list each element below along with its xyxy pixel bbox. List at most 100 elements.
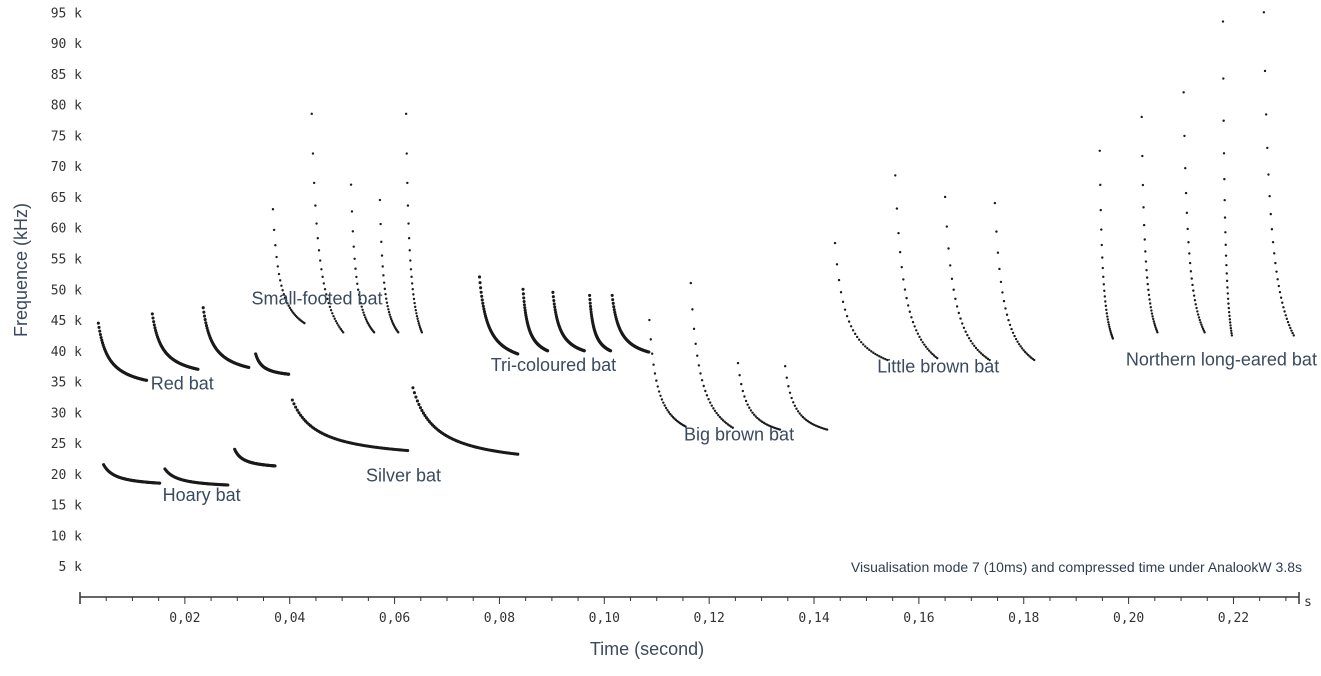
- call-point: [553, 305, 557, 309]
- call-point: [612, 308, 616, 312]
- call-point: [205, 326, 209, 330]
- call-trace: [588, 293, 613, 353]
- call-point: [1203, 331, 1206, 334]
- call-point: [692, 327, 696, 331]
- call-point: [382, 274, 385, 277]
- call-point: [281, 289, 284, 292]
- call-point: [364, 318, 368, 321]
- call-point: [480, 294, 484, 298]
- call-point: [1198, 318, 1201, 322]
- call-trace: [943, 195, 991, 362]
- y-tick-label: 30 k: [51, 406, 82, 421]
- call-point: [387, 308, 390, 311]
- call-point: [1147, 293, 1151, 297]
- call-point: [978, 350, 981, 353]
- call-point: [588, 297, 592, 302]
- call-point: [884, 358, 887, 361]
- call-point: [288, 306, 292, 310]
- call-point: [410, 275, 413, 279]
- call-point: [312, 181, 316, 185]
- call-point: [381, 265, 384, 268]
- call-point: [1151, 315, 1154, 318]
- call-point: [1196, 310, 1199, 313]
- call-point: [1271, 240, 1275, 244]
- call-point: [843, 308, 847, 311]
- call-point: [1142, 206, 1145, 209]
- call-point: [100, 338, 104, 342]
- call-point: [523, 306, 527, 310]
- call-point: [655, 379, 658, 382]
- call-trace: [349, 183, 376, 334]
- call-point: [868, 348, 871, 352]
- call-point: [1269, 212, 1272, 216]
- call-trace: [833, 241, 889, 362]
- call-point: [864, 345, 867, 348]
- call-point: [793, 404, 797, 407]
- species-label-little-brown-bat: Little brown bat: [877, 356, 999, 376]
- call-point: [1230, 334, 1234, 337]
- call-point: [985, 356, 988, 359]
- call-point: [407, 222, 410, 225]
- call-point: [613, 310, 617, 314]
- call-point: [1099, 183, 1102, 187]
- call-point: [319, 259, 322, 262]
- call-point: [342, 331, 345, 334]
- call-point: [282, 292, 286, 296]
- call-point: [783, 365, 787, 368]
- call-point: [297, 411, 301, 415]
- call-point: [689, 281, 693, 285]
- call-point: [705, 394, 709, 397]
- call-point: [1025, 352, 1028, 355]
- call-point: [1008, 323, 1012, 327]
- call-point: [947, 247, 950, 250]
- y-tick-label: 60 k: [51, 222, 82, 237]
- call-point: [1279, 296, 1283, 299]
- call-point: [894, 174, 897, 177]
- call-point: [1098, 149, 1101, 152]
- call-point: [851, 329, 855, 332]
- call-point: [349, 183, 353, 186]
- call-point: [659, 394, 662, 397]
- call-point: [409, 268, 413, 271]
- call-point: [1111, 337, 1115, 340]
- call-point: [886, 358, 889, 362]
- call-point: [388, 313, 391, 316]
- call-trace: [150, 312, 200, 371]
- call-point: [1223, 177, 1226, 181]
- call-point: [362, 311, 365, 314]
- call-trace: [1098, 149, 1115, 340]
- call-point: [226, 483, 230, 487]
- call-point: [1141, 183, 1145, 187]
- call-point: [964, 330, 967, 333]
- call-trace: [96, 321, 149, 382]
- call-point: [662, 401, 665, 404]
- call-point: [404, 112, 408, 116]
- call-point: [1222, 77, 1225, 80]
- call-point: [1195, 306, 1198, 310]
- y-tick-label: 65 k: [51, 191, 82, 206]
- call-point: [1150, 312, 1154, 315]
- y-tick-label: 40 k: [51, 345, 82, 360]
- call-point: [271, 208, 275, 211]
- call-point: [1104, 304, 1108, 308]
- call-point: [275, 255, 278, 259]
- call-point: [929, 351, 932, 354]
- call-trace: [783, 365, 829, 431]
- call-point: [1230, 329, 1233, 332]
- call-point: [898, 250, 902, 254]
- call-point: [1189, 270, 1193, 273]
- call-point: [906, 304, 910, 307]
- call-point: [1223, 216, 1227, 219]
- call-point: [1023, 350, 1027, 354]
- call-point: [1274, 261, 1277, 265]
- call-point: [905, 296, 908, 300]
- call-point: [998, 267, 1001, 271]
- call-trace: [689, 281, 734, 429]
- call-point: [1105, 312, 1109, 315]
- call-point: [202, 310, 206, 314]
- call-point: [417, 402, 421, 407]
- call-point: [1263, 69, 1267, 73]
- call-point: [649, 338, 652, 341]
- call-point: [670, 414, 673, 417]
